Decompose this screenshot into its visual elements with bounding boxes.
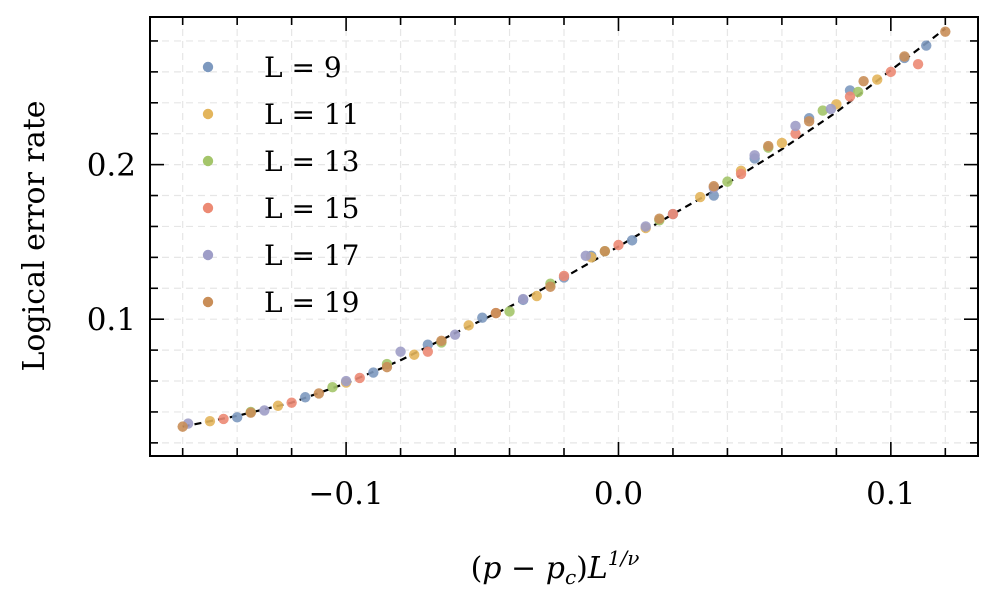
data-point-series-6 xyxy=(245,407,256,418)
data-point-series-6 xyxy=(654,213,665,224)
data-point-series-3 xyxy=(327,382,338,393)
data-point-series-2 xyxy=(694,191,706,203)
data-point-series-4 xyxy=(844,91,856,102)
grid xyxy=(150,17,978,456)
y-axis-title: Logical error rate xyxy=(17,100,52,371)
y-tick-label: 0.1 xyxy=(87,302,136,338)
data-point-series-6 xyxy=(940,26,951,37)
legend-marker xyxy=(202,202,214,214)
data-point-series-5 xyxy=(825,103,837,115)
legend-label: L = 9 xyxy=(264,51,342,84)
data-point-series-4 xyxy=(667,208,679,220)
x-tick-label: 0.1 xyxy=(866,476,915,512)
legend-label: L = 15 xyxy=(264,192,359,225)
data-point-series-4 xyxy=(218,413,229,425)
data-point-series-4 xyxy=(790,128,801,139)
data-point-series-5 xyxy=(395,346,406,357)
data-point-series-6 xyxy=(763,140,774,152)
legend-label: L = 13 xyxy=(264,145,359,178)
data-point-series-4 xyxy=(613,239,624,251)
data-point-series-6 xyxy=(177,421,188,432)
data-point-series-2 xyxy=(204,416,216,427)
data-point-series-6 xyxy=(436,335,447,347)
data-point-series-5 xyxy=(790,120,801,132)
data-point-series-6 xyxy=(381,361,393,373)
data-point-series-1 xyxy=(921,40,932,51)
data-point-series-1 xyxy=(477,312,488,323)
data-point-series-4 xyxy=(912,58,924,70)
legend-marker xyxy=(202,249,214,261)
data-point-series-6 xyxy=(858,75,869,87)
data-point-series-5 xyxy=(517,293,529,305)
legend-marker xyxy=(202,155,214,167)
data-point-series-2 xyxy=(272,400,284,411)
legend-marker xyxy=(202,296,214,308)
data-point-series-2 xyxy=(872,74,883,85)
data-point-series-6 xyxy=(708,181,720,192)
data-point-series-3 xyxy=(504,306,515,317)
data-point-series-1 xyxy=(300,392,311,403)
data-point-series-6 xyxy=(599,245,611,257)
data-point-series-3 xyxy=(852,86,864,98)
data-point-series-6 xyxy=(545,281,556,292)
legend-label: L = 17 xyxy=(264,239,359,272)
data-point-series-3 xyxy=(817,105,828,116)
data-point-series-5 xyxy=(580,250,591,262)
plot-frame xyxy=(149,16,979,457)
data-point-series-5 xyxy=(749,150,760,161)
data-point-series-2 xyxy=(776,137,788,149)
data-point-series-6 xyxy=(490,307,502,319)
x-axis-title: (p − pc)L1/ν xyxy=(471,546,640,589)
legend-marker xyxy=(202,108,214,120)
data-point-series-4 xyxy=(286,397,297,408)
data-point-series-4 xyxy=(422,346,434,357)
x-tick-label: −0.1 xyxy=(308,476,383,512)
data-point-series-2 xyxy=(463,320,474,331)
legend: L = 9 L = 11 L = 13 L = 15 L = 17 L = 19 xyxy=(202,51,359,319)
data-point-series-4 xyxy=(558,270,570,282)
data-point-series-5 xyxy=(340,375,352,387)
data-point-series-3 xyxy=(722,176,733,187)
x-tick-label: 0.0 xyxy=(594,476,643,512)
data-point-series-1 xyxy=(368,367,379,378)
data-point-series-6 xyxy=(899,51,910,62)
tick-labels: −0.1 0.0 0.1 0.1 0.2 xyxy=(87,148,916,512)
data-point-series-6 xyxy=(313,388,325,399)
data-point-series-5 xyxy=(449,329,461,340)
data-point-series-4 xyxy=(735,168,747,180)
legend-label: L = 11 xyxy=(264,98,359,131)
data-point-series-5 xyxy=(259,405,270,416)
data-point-series-4 xyxy=(885,66,897,78)
data-point-series-2 xyxy=(531,290,542,302)
data-point-series-5 xyxy=(640,221,651,232)
data-point-series-2 xyxy=(408,349,420,360)
data-point-series-6 xyxy=(803,116,815,127)
data-point-series-1 xyxy=(231,412,243,423)
legend-label: L = 19 xyxy=(264,286,359,319)
y-tick-label: 0.2 xyxy=(87,148,136,184)
data-points xyxy=(177,26,951,432)
data-point-series-1 xyxy=(626,235,638,246)
data-point-series-1 xyxy=(708,190,720,201)
axis-ticks xyxy=(150,17,978,456)
data-point-series-4 xyxy=(354,372,365,384)
legend-marker xyxy=(202,61,214,73)
